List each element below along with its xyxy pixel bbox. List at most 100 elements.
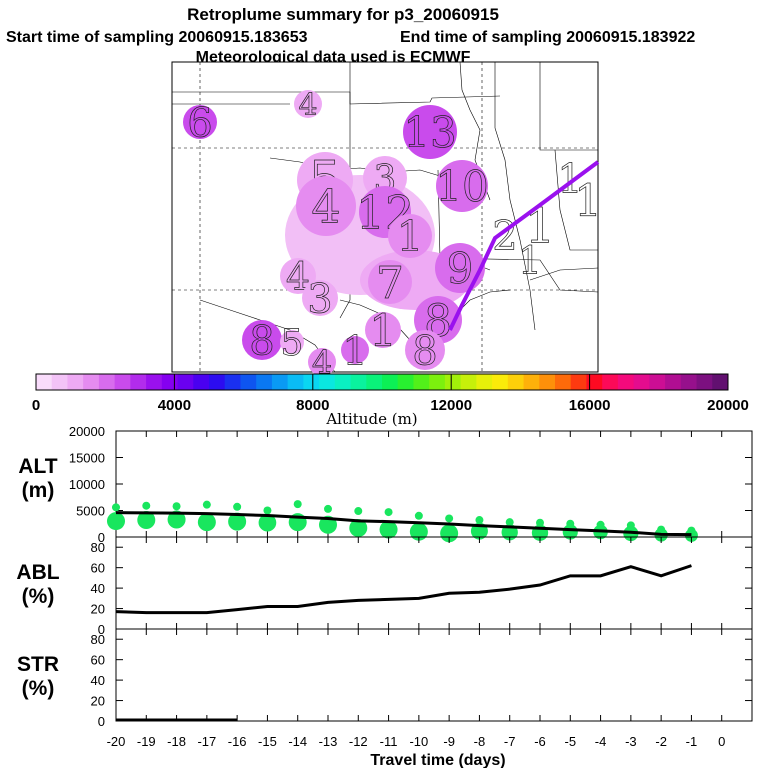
colorbar: 0 4000 8000 12000 16000 20000 Altitude (m) [32,373,749,428]
colorbar-cell [602,374,619,390]
x-tick-label: -2 [655,734,667,749]
colorbar-cell [240,374,257,390]
spread-point [293,500,302,509]
spread-point [475,516,484,525]
colorbar-cell [67,374,84,390]
panel-frame [115,536,753,630]
x-tick-label: -5 [565,734,577,749]
start-time-label: Start time of sampling 20060915.183653 [6,29,308,46]
spread-point [536,518,544,527]
colorbar-cell [287,374,304,390]
state-boundary [437,257,599,293]
y-tick-label: 5000 [76,504,105,519]
spread-point [197,513,216,532]
spread-point [107,512,125,531]
plume-circle [296,176,356,236]
x-tick-label: -10 [409,734,428,749]
altitude-panel: 20000 15000 10000 5000 0 ALT(m) [18,424,753,545]
abl-panel: 80 60 40 20 0 ABL(%) [16,536,753,637]
colorbar-cell [319,374,336,390]
colorbar-cell [114,374,131,390]
y-tick-label: 20 [91,694,105,709]
state-boundary [539,62,598,151]
plume-day-label: 9 [447,244,474,293]
y-tick-label: 20000 [69,424,105,439]
spread-point [112,503,120,512]
x-tick-label: -8 [474,734,486,749]
y-tick-label: 0 [98,714,105,729]
colorbar-cell [444,374,462,390]
series-line [115,564,692,615]
x-tick-label: -17 [197,734,216,749]
plume-day-label: 10 [435,162,488,211]
series-line [115,511,692,537]
colorbar-cell [271,374,289,390]
colorbar-cell [98,374,116,390]
plume-day-label: 1 [574,176,602,227]
state-boundary [494,62,536,331]
mean-trajectory [448,160,600,331]
colorbar-cell [146,374,163,390]
plume-circle [405,330,445,370]
spread-point [354,507,363,516]
state-boundary [269,157,441,177]
y-tick-label: 15000 [69,451,105,466]
colorbar-cell [303,374,320,390]
colorbar-cell [209,374,226,390]
plume-circle [280,330,304,354]
spread-point [137,511,156,530]
spread-point [228,512,247,531]
plume-circle [280,258,316,294]
colorbar-cell [665,374,682,390]
plume-day-label: 8 [249,318,274,364]
colorbar-cell [696,374,713,390]
plume-circle [365,312,401,348]
y-tick-label: 80 [91,540,105,555]
colorbar-cell [130,374,147,390]
spread-point [384,508,393,517]
colorbar-cell [429,374,446,390]
spread-point [324,504,332,513]
colorbar-cell [586,374,603,390]
spread-point [379,520,398,539]
plume-day-label: 7 [376,258,404,309]
colorbar-cell [334,374,352,390]
colorbar-cell [712,374,729,390]
x-tick-label: -6 [534,734,546,749]
plume-circle [341,336,369,364]
plume-circle [242,320,282,360]
colorbar-cell [523,374,540,390]
colorbar-cell [680,374,698,390]
y-tick-label: 60 [91,561,105,576]
x-tick-label: -18 [167,734,186,749]
chart-title: Retroplume summary for p3_20060915 [187,5,499,24]
plume-day-label: 1 [518,239,542,283]
panel-ylabel-unit: (%) [22,585,55,608]
panel-ylabel-unit: (m) [22,479,55,502]
plume-day-label: 5 [281,323,304,364]
colorbar-cell [460,374,477,390]
colorbar-cell [350,374,367,390]
colorbar-cell [633,374,650,390]
plume-day-label: 4 [298,88,317,123]
colorbar-tick-label: 12000 [430,397,472,414]
colorbar-cell [492,374,509,390]
y-tick-label: 0 [98,622,105,637]
colorbar-cell [555,374,572,390]
colorbar-cell [177,374,194,390]
map-panel: 6413531041219437885841111121 [171,61,602,382]
colorbar-cell [161,374,179,390]
x-tick-label: -12 [349,734,368,749]
colorbar-cell [476,374,493,390]
colorbar-cell [51,374,68,390]
x-axis-label: Travel time (days) [370,752,505,768]
plume-day-label: 13 [403,108,456,157]
spread-point [440,524,459,543]
colorbar-label: Altitude (m) [325,410,417,428]
y-tick-label: 40 [91,581,105,596]
x-tick-label: -13 [319,734,338,749]
panel-frame [115,628,753,722]
panel-ylabel: ALT [18,455,57,478]
colorbar-cell [397,374,414,390]
plume-day-label: 1 [369,306,397,357]
